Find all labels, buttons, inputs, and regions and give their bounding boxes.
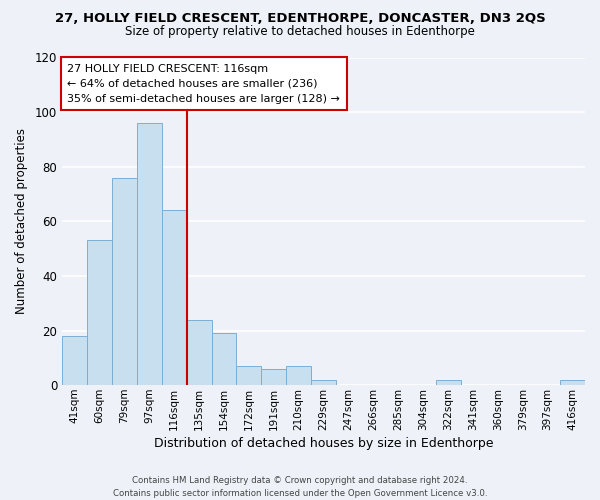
Bar <box>137 123 162 385</box>
Text: Size of property relative to detached houses in Edenthorpe: Size of property relative to detached ho… <box>125 25 475 38</box>
Bar <box>62 336 87 385</box>
Text: Contains HM Land Registry data © Crown copyright and database right 2024.
Contai: Contains HM Land Registry data © Crown c… <box>113 476 487 498</box>
Bar <box>87 240 112 385</box>
Bar <box>286 366 311 385</box>
Bar <box>436 380 461 385</box>
Bar <box>187 320 212 385</box>
Bar <box>212 334 236 385</box>
Bar <box>112 178 137 385</box>
Bar <box>162 210 187 385</box>
X-axis label: Distribution of detached houses by size in Edenthorpe: Distribution of detached houses by size … <box>154 437 493 450</box>
Text: 27 HOLLY FIELD CRESCENT: 116sqm
← 64% of detached houses are smaller (236)
35% o: 27 HOLLY FIELD CRESCENT: 116sqm ← 64% of… <box>67 64 340 104</box>
Bar <box>311 380 336 385</box>
Bar <box>236 366 262 385</box>
Y-axis label: Number of detached properties: Number of detached properties <box>15 128 28 314</box>
Bar <box>262 369 286 385</box>
Text: 27, HOLLY FIELD CRESCENT, EDENTHORPE, DONCASTER, DN3 2QS: 27, HOLLY FIELD CRESCENT, EDENTHORPE, DO… <box>55 12 545 26</box>
Bar <box>560 380 585 385</box>
